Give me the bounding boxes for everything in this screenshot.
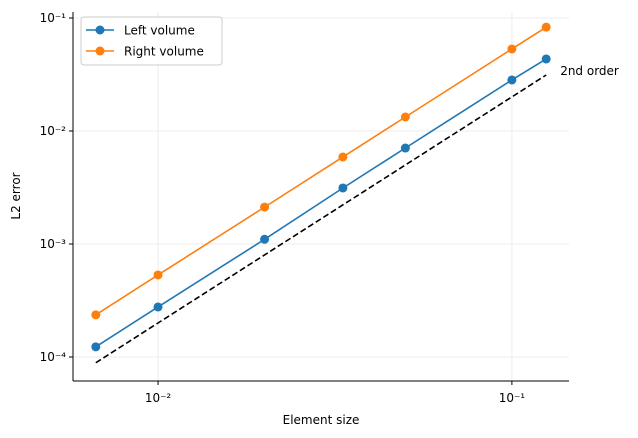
y-tick-label: 10⁻¹ (40, 11, 67, 25)
data-point (91, 342, 101, 352)
legend: Left volume Right volume (80, 16, 223, 66)
data-point (338, 152, 348, 162)
series-line (95, 58, 547, 348)
data-point (153, 270, 163, 280)
data-point (541, 54, 551, 64)
y-tick-label: 10⁻³ (40, 237, 67, 251)
x-tick-label: 10⁻¹ (499, 391, 526, 405)
data-point (541, 22, 551, 32)
data-point (91, 310, 101, 320)
y-tick-label: 10⁻⁴ (40, 350, 67, 364)
legend-frame (80, 16, 223, 66)
data-point (507, 75, 517, 85)
legend-marker (95, 46, 105, 56)
data-point (260, 234, 270, 244)
legend-label: Left volume (124, 24, 195, 38)
data-point (153, 302, 163, 312)
series-line (95, 26, 547, 316)
data-point (507, 44, 517, 54)
legend-marker (95, 25, 105, 35)
data-point (400, 112, 410, 122)
reference-line (95, 74, 547, 364)
y-tick-label: 10⁻² (40, 124, 67, 138)
annotation: 2nd order (560, 64, 619, 78)
data-point (260, 202, 270, 212)
x-tick-label: 10⁻² (145, 391, 172, 405)
data-point (400, 143, 410, 153)
x-axis-label: Element size (283, 413, 360, 427)
data-point (338, 183, 348, 193)
legend-label: Right volume (124, 45, 204, 59)
y-axis-label: L2 error (9, 172, 23, 219)
